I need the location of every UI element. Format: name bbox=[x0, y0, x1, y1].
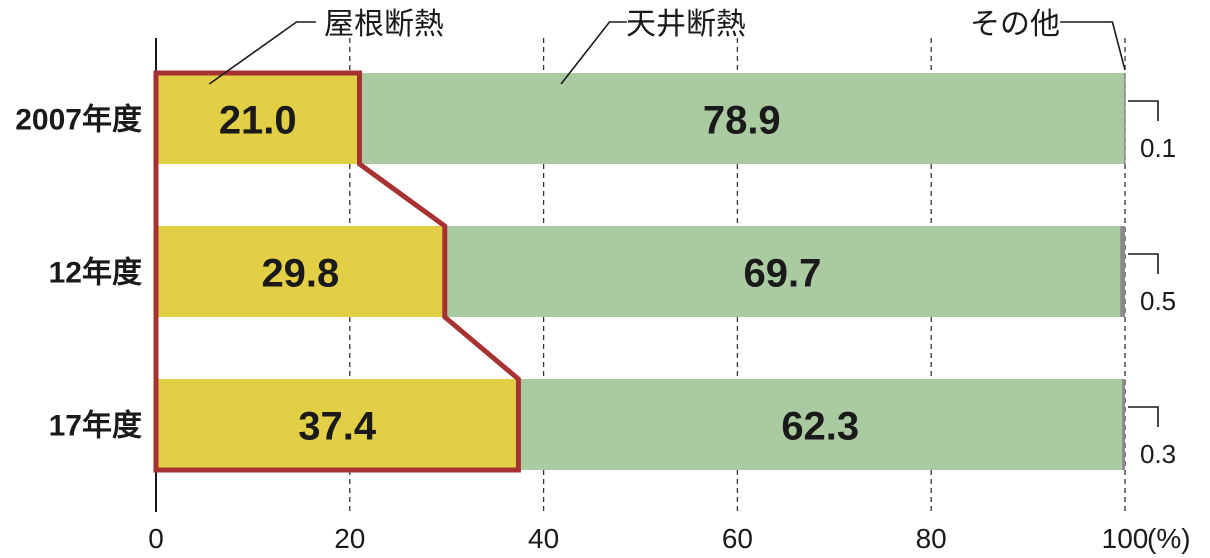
leader-line-other-legend bbox=[1060, 21, 1126, 71]
x-tick-label-0: 0 bbox=[148, 523, 164, 554]
value-label-s1: 69.7 bbox=[744, 252, 822, 296]
category-label: 12年度 bbox=[49, 257, 142, 290]
value-label-s1: 62.3 bbox=[781, 405, 859, 449]
bar-s2-2 bbox=[1122, 379, 1125, 470]
value-label-other: 0.3 bbox=[1140, 439, 1176, 469]
value-label-s1: 78.9 bbox=[703, 99, 781, 143]
leader-line-other bbox=[1128, 100, 1159, 121]
value-label-other: 0.5 bbox=[1140, 286, 1176, 316]
x-tick-label-20: 20 bbox=[334, 523, 365, 554]
bar-s0-0 bbox=[156, 73, 360, 164]
bar-s1-1 bbox=[444, 226, 1121, 317]
bar-s1-2 bbox=[518, 379, 1123, 470]
leader-line-roof bbox=[208, 21, 316, 85]
bar-s1-0 bbox=[359, 73, 1125, 164]
value-label-s0: 21.0 bbox=[219, 99, 297, 143]
leader-line-ceiling bbox=[560, 21, 627, 85]
leader-line-other bbox=[1128, 253, 1159, 274]
value-label-s0: 37.4 bbox=[298, 405, 377, 449]
category-label: 2007年度 bbox=[15, 104, 142, 137]
category-label: 17年度 bbox=[49, 410, 142, 443]
x-tick-label-100: 100 bbox=[1102, 523, 1149, 554]
x-tick-label-40: 40 bbox=[528, 523, 559, 554]
bars bbox=[156, 73, 1126, 470]
legend-label-roof: 屋根断熱 bbox=[324, 7, 444, 42]
bar-s0-2 bbox=[156, 379, 519, 470]
bar-s0-1 bbox=[156, 226, 445, 317]
x-axis-tick-labels: 0 20 40 60 80 100(%) bbox=[148, 523, 1190, 554]
bar-s2-0 bbox=[1124, 73, 1126, 164]
value-label-other: 0.1 bbox=[1140, 133, 1176, 163]
leader-line-other bbox=[1128, 406, 1159, 427]
legend-label-ceiling: 天井断熱 bbox=[626, 7, 746, 42]
value-label-s0: 29.8 bbox=[261, 252, 339, 296]
x-tick-label-60: 60 bbox=[722, 523, 753, 554]
legend-label-other: その他 bbox=[970, 7, 1060, 42]
x-tick-label-80: 80 bbox=[916, 523, 947, 554]
bar-s2-1 bbox=[1120, 226, 1125, 317]
value-labels: 21.0 78.9 0.1 29.8 69.7 0.5 37.4 62.3 0.3 bbox=[219, 99, 1176, 470]
category-labels: 2007年度 12年度 17年度 bbox=[15, 104, 142, 443]
highlight-polygon bbox=[153, 70, 521, 473]
x-axis-unit: (%) bbox=[1147, 523, 1191, 554]
legend-callouts: 屋根断熱 天井断熱 その他 bbox=[208, 7, 1126, 85]
highlight-outline bbox=[153, 70, 521, 473]
